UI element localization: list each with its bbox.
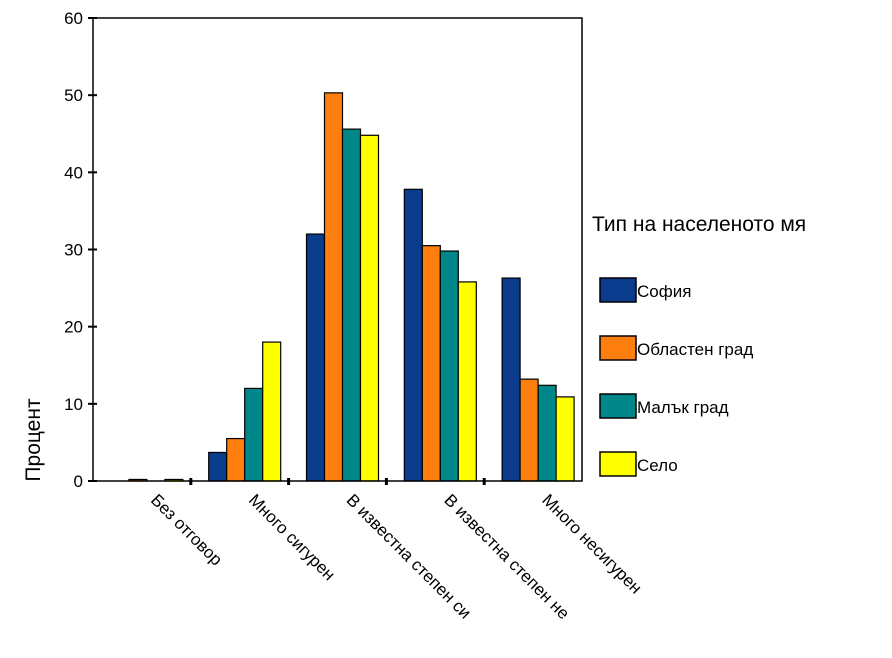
legend-entry-label: Малък град	[637, 398, 729, 417]
legend: Тип на населеното мя София Областен град М…	[592, 213, 806, 477]
bar	[403, 188, 423, 482]
x-tick-label: Много несигурен	[538, 490, 645, 597]
bar	[323, 92, 344, 482]
bar	[519, 378, 539, 482]
legend-swatch	[599, 451, 637, 477]
bar	[262, 341, 282, 482]
legend-entry-label: Село	[637, 456, 678, 475]
y-tick-label: 60	[64, 9, 83, 28]
bar	[244, 387, 264, 482]
y-tick-label: 40	[64, 163, 83, 182]
x-tick-label: Много сигурен	[245, 490, 339, 584]
y-tick-label: 50	[64, 86, 83, 105]
legend-entry-label: София	[637, 282, 691, 301]
legend-swatch	[599, 335, 637, 361]
bar	[439, 250, 459, 482]
bar	[457, 281, 477, 482]
legend-entry-label: Областен град	[637, 340, 753, 359]
y-tick-label: 10	[64, 395, 83, 414]
bar	[208, 451, 228, 482]
bar	[555, 396, 575, 482]
y-tick-label: 30	[64, 241, 83, 260]
y-axis-label: Процент	[22, 398, 45, 482]
legend-swatch	[599, 393, 637, 419]
legend-title: Тип на населеното мя	[592, 213, 806, 236]
bar	[501, 277, 521, 482]
y-tick-label: 0	[74, 472, 83, 491]
plot-area	[128, 92, 575, 482]
bar	[341, 128, 362, 482]
bar	[305, 233, 326, 482]
legend-swatch	[599, 277, 637, 303]
bar	[359, 134, 380, 482]
x-tick-label: Без отговор	[147, 490, 226, 569]
bar	[537, 384, 557, 482]
bar	[226, 437, 246, 482]
y-tick-label: 20	[64, 318, 83, 337]
bar	[421, 245, 441, 482]
